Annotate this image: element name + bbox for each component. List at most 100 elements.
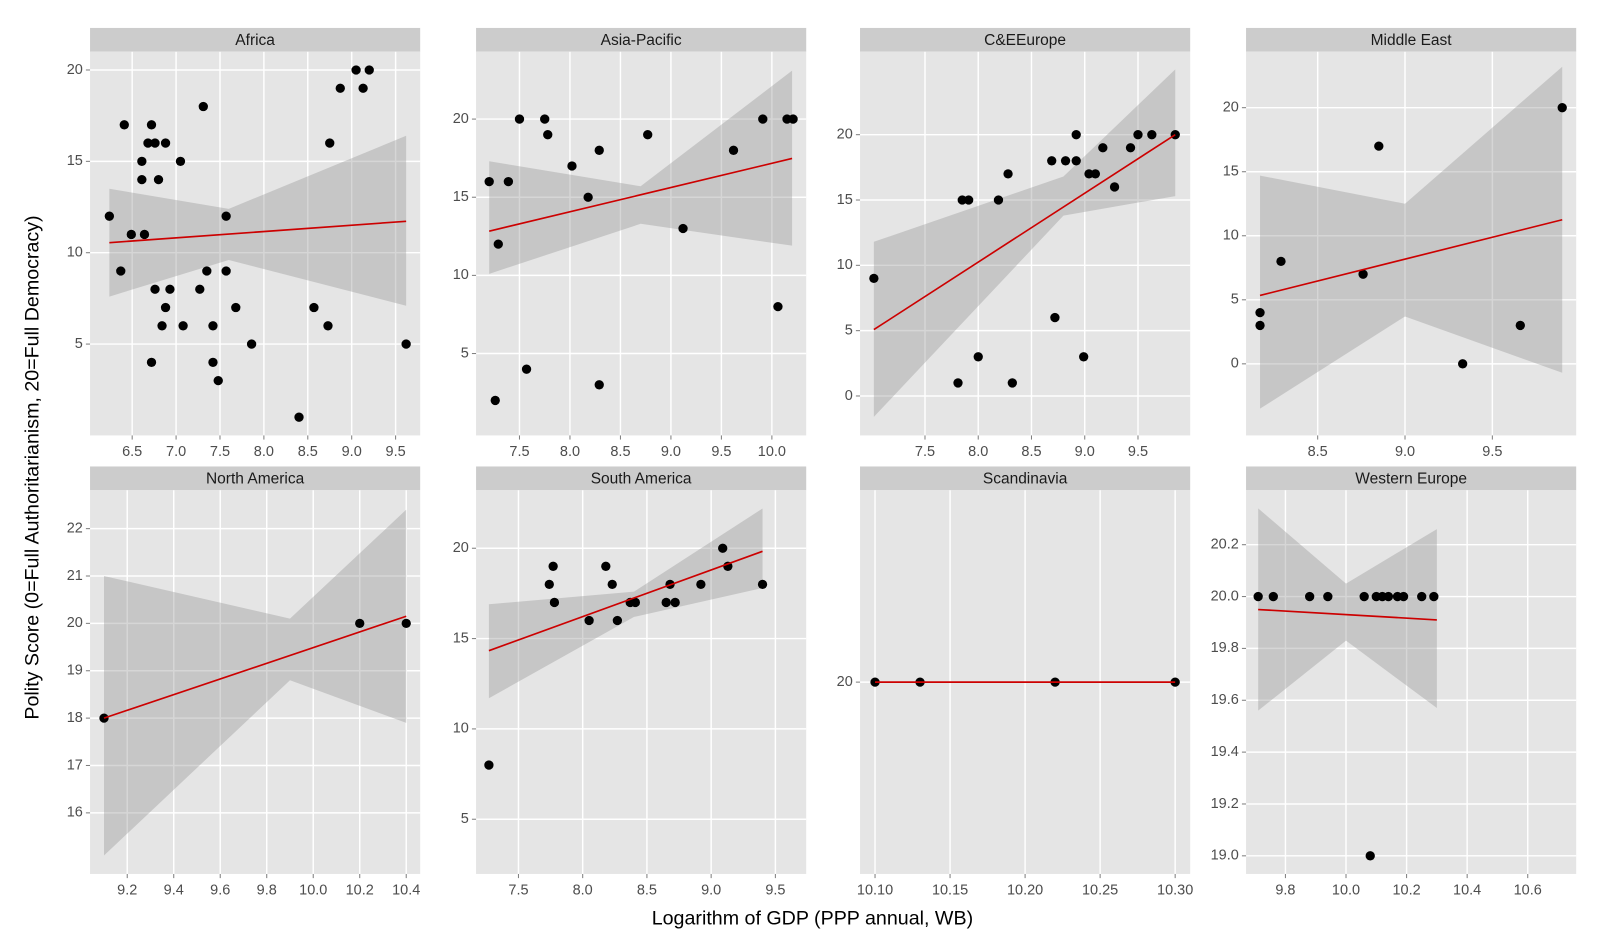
point (401, 618, 411, 629)
y-tick-label: 19.4 (1211, 744, 1239, 760)
point (630, 597, 641, 608)
point (696, 579, 706, 590)
y-tick-label: 0 (1231, 356, 1239, 372)
panel-title: South America (591, 470, 692, 487)
y-tick-label: 15 (1223, 164, 1239, 180)
point (1255, 307, 1265, 318)
y-tick-label: 20 (837, 127, 853, 143)
point (718, 543, 728, 553)
point (104, 211, 115, 221)
y-tick-label: 16 (67, 805, 83, 821)
x-tick-label: 10.2 (1392, 882, 1420, 898)
x-axis-title: Logarithm of GDP (PPP annual, WB) (652, 908, 973, 930)
point (309, 302, 319, 313)
point (116, 266, 126, 276)
point (548, 561, 558, 571)
point (1365, 851, 1375, 861)
panel-title: Africa (235, 32, 275, 49)
y-tick-label: 10 (67, 245, 83, 261)
point (150, 138, 160, 148)
x-tick-label: 9.5 (765, 882, 785, 898)
point (594, 145, 604, 155)
panel-title: Asia-Pacific (601, 32, 682, 49)
point (401, 339, 411, 349)
point (157, 321, 167, 331)
point (325, 138, 335, 148)
point (137, 156, 147, 167)
point (1071, 130, 1081, 140)
point (153, 174, 164, 185)
x-tick-label: 10.20 (1007, 882, 1043, 898)
point (137, 174, 147, 185)
y-tick-label: 22 (67, 520, 83, 536)
y-tick-label: 20 (67, 615, 83, 631)
point (521, 364, 532, 374)
fit-line (103, 615, 407, 719)
point (670, 597, 680, 608)
point (146, 357, 157, 368)
x-tick-label: 8.0 (254, 444, 274, 460)
panel-title: Western Europe (1355, 470, 1467, 487)
point (540, 114, 550, 124)
point (1050, 312, 1060, 323)
panel-title: Scandinavia (983, 470, 1068, 487)
y-tick-label: 18 (67, 710, 83, 726)
point (1305, 591, 1315, 602)
point (728, 145, 739, 155)
x-tick-label: 9.0 (342, 444, 362, 460)
point (973, 352, 983, 362)
point (208, 321, 218, 331)
x-tick-label: 9.8 (257, 882, 277, 898)
confidence-band (109, 135, 407, 306)
panel-marks (99, 509, 411, 856)
point (221, 266, 231, 276)
plot-background (1246, 490, 1577, 874)
y-tick-label: 15 (67, 153, 83, 169)
point (1125, 143, 1136, 153)
x-tick-label: 8.5 (1308, 444, 1328, 460)
fit-line (109, 220, 407, 244)
x-tick-label: 9.0 (701, 882, 721, 898)
point (584, 615, 594, 626)
point (549, 597, 560, 608)
panel-marks (870, 677, 1180, 687)
x-tick-label: 10.0 (758, 444, 786, 460)
point (1253, 591, 1263, 602)
strip (476, 466, 807, 491)
point (246, 339, 257, 349)
x-tick-label: 9.5 (386, 444, 406, 460)
point (514, 114, 525, 124)
x-tick-label: 9.5 (1482, 444, 1502, 460)
point (643, 130, 653, 140)
panel-marks (484, 70, 798, 406)
y-tick-label: 15 (453, 189, 469, 205)
point (1255, 320, 1265, 331)
x-tick-label: 9.8 (1275, 882, 1295, 898)
y-tick-label: 17 (67, 757, 83, 773)
point (601, 561, 611, 571)
plot-background (1246, 51, 1577, 436)
y-tick-label: 20.0 (1211, 588, 1239, 604)
fit-line (1259, 218, 1563, 297)
y-tick-label: 10 (837, 257, 853, 273)
point (1429, 591, 1439, 602)
point (484, 760, 494, 770)
point (869, 273, 879, 284)
y-tick-label: 21 (67, 568, 83, 584)
strip (860, 466, 1191, 491)
plot-background (860, 51, 1191, 436)
point (1276, 256, 1286, 267)
x-tick-label: 9.6 (210, 882, 230, 898)
x-tick-label: 10.25 (1082, 882, 1118, 898)
point (1457, 359, 1468, 369)
y-tick-label: 19.6 (1211, 692, 1239, 708)
point (1090, 169, 1101, 179)
plot-background (476, 51, 807, 436)
y-tick-label: 5 (461, 811, 469, 827)
y-tick-label: 5 (75, 336, 83, 352)
point (503, 176, 514, 187)
x-tick-label: 10.2 (346, 882, 374, 898)
x-tick-label: 8.5 (637, 882, 657, 898)
y-tick-label: 10 (453, 267, 469, 283)
